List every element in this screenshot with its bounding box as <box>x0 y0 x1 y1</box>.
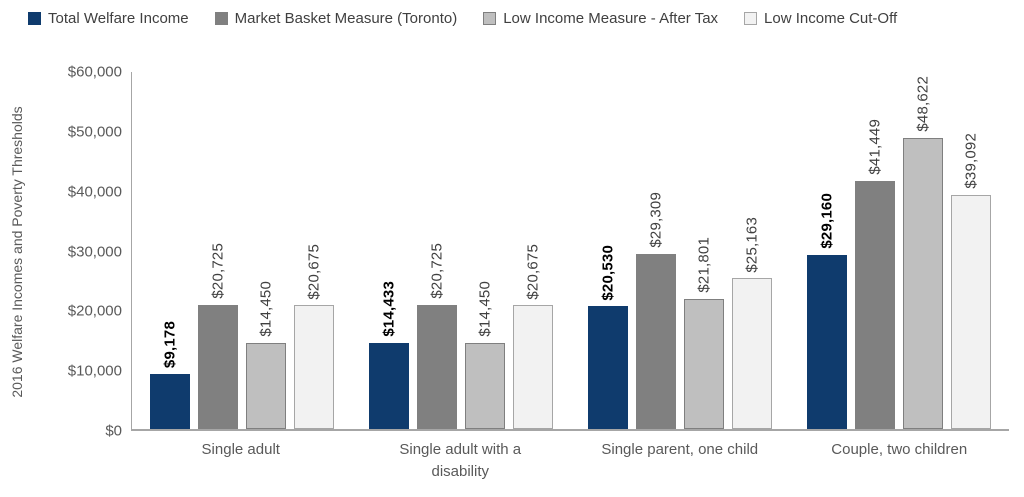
bar-slot: $14,450 <box>245 72 286 429</box>
bar <box>245 342 286 429</box>
bar-slot: $20,725 <box>197 72 238 429</box>
x-axis-category-label: Couple, two children <box>790 439 1010 483</box>
bar-slot: $14,450 <box>464 72 505 429</box>
category-text: Single adult with a disability <box>399 441 522 480</box>
bar-value-label: $14,450 <box>257 280 275 337</box>
y-axis-tick-label: $20,000 <box>67 302 122 320</box>
x-axis-category-label: Single adult <box>131 439 351 483</box>
legend-swatch-icon <box>214 12 228 25</box>
bar-value-label: $20,530 <box>599 244 617 301</box>
bar-value-label: $20,675 <box>305 243 323 300</box>
bar <box>807 254 848 429</box>
bar-group-2: $14,433 $20,725 $14,450 $20,675 <box>351 72 570 429</box>
bar-group-4: $29,160 $41,449 $48,622 $39,092 <box>790 72 1009 429</box>
bar <box>368 342 409 429</box>
bar <box>732 278 773 429</box>
x-axis-category-label: Single adult with a disability <box>351 439 571 483</box>
category-text: Couple, two children <box>831 441 968 458</box>
y-axis-tick-label: $30,000 <box>67 243 122 260</box>
y-axis-tick-label: $0 <box>105 422 122 440</box>
legend-label: Low Income Measure - After Tax <box>503 10 719 27</box>
bar-slot: $29,160 <box>807 72 848 429</box>
bar-value-label: $20,675 <box>524 243 542 300</box>
bar <box>588 306 629 429</box>
bar <box>464 342 505 429</box>
bar-slot: $21,801 <box>684 72 725 429</box>
legend-item-1: Total Welfare Income <box>28 10 189 27</box>
bar-group-3: $20,530 $29,309 $21,801 $25,163 <box>571 72 790 429</box>
bar <box>855 181 896 429</box>
legend-item-2: Market Basket Measure (Toronto) <box>214 10 458 27</box>
plot-area: $9,178 $20,725 $14,450 $20,675 $14,433 $20,72… <box>131 72 1009 431</box>
bar <box>951 195 992 429</box>
y-axis-title: 2016 Welfare Incomes and Poverty Thresho… <box>9 106 25 398</box>
bar-slot: $14,433 <box>368 72 409 429</box>
x-axis-category-labels: Single adult Single adult with a disabili… <box>131 439 1009 483</box>
bar <box>512 305 553 429</box>
bar-slot: $41,449 <box>855 72 896 429</box>
bar <box>149 374 190 429</box>
bar-value-label: $25,163 <box>743 216 761 273</box>
y-axis-tick-label: $50,000 <box>67 123 122 141</box>
legend: Total Welfare Income Market Basket Measur… <box>28 10 897 27</box>
bar-slot: $25,163 <box>732 72 773 429</box>
bar-value-label: $41,449 <box>866 119 884 175</box>
bar-slot: $48,622 <box>903 72 944 429</box>
legend-label: Low Income Cut-Off <box>764 10 898 27</box>
bar-value-label: $20,725 <box>209 243 227 299</box>
y-axis-tick-label: $40,000 <box>67 183 122 201</box>
bar-slot: $29,309 <box>636 72 677 429</box>
bar-value-label: $9,178 <box>161 321 179 369</box>
bar-value-label: $29,309 <box>647 192 665 248</box>
x-axis-category-label: Single parent, one child <box>570 439 790 483</box>
bar-value-label: $21,801 <box>695 236 713 293</box>
bar-slot: $20,675 <box>512 72 553 429</box>
bar <box>416 305 457 429</box>
legend-item-3: Low Income Measure - After Tax <box>483 10 718 27</box>
legend-label: Total Welfare Income <box>48 10 189 27</box>
bar-value-label: $29,160 <box>818 192 836 249</box>
legend-swatch-icon <box>744 12 758 25</box>
bar-slot: $20,530 <box>588 72 629 429</box>
bar-value-label: $48,622 <box>914 76 932 133</box>
bar-slot: $39,092 <box>951 72 992 429</box>
bar-slot: $20,725 <box>416 72 457 429</box>
legend-label: Market Basket Measure (Toronto) <box>234 10 458 27</box>
bar-value-label: $14,450 <box>476 280 494 337</box>
bar <box>684 298 725 429</box>
y-axis-tick-label: $60,000 <box>67 63 122 81</box>
bar <box>903 138 944 429</box>
bar-slot: $20,675 <box>293 72 334 429</box>
legend-swatch-icon <box>28 12 41 25</box>
category-text: Single parent, one child <box>601 441 759 458</box>
bar-value-label: $20,725 <box>428 243 446 299</box>
bar-slot: $9,178 <box>149 72 190 429</box>
bar <box>293 305 334 429</box>
legend-swatch-icon <box>483 12 497 25</box>
y-axis-tick-label: $10,000 <box>67 362 122 380</box>
legend-item-4: Low Income Cut-Off <box>744 10 897 27</box>
bar-group-1: $9,178 $20,725 $14,450 $20,675 <box>132 72 351 429</box>
category-text: Single adult <box>201 441 280 458</box>
bar-value-label: $14,433 <box>380 281 398 337</box>
bar-value-label: $39,092 <box>962 133 980 190</box>
bar <box>197 305 238 429</box>
bar <box>636 253 677 429</box>
